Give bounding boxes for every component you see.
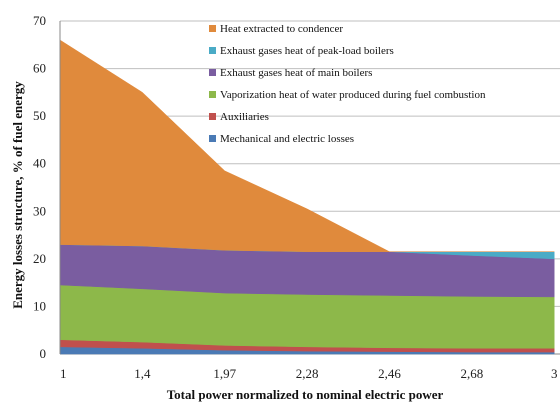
legend-swatch	[209, 69, 216, 76]
x-tick-label: 2,28	[296, 366, 319, 381]
y-tick-label: 50	[33, 108, 46, 123]
y-tick-label: 0	[40, 346, 47, 361]
x-tick-label: 1,97	[213, 366, 236, 381]
legend-swatch	[209, 135, 216, 142]
area-series-6	[59, 39, 555, 252]
legend-label: Vaporization heat of water produced duri…	[220, 89, 486, 101]
plot-area	[59, 39, 555, 355]
legend-label: Exhaust gases heat of main boilers	[220, 67, 372, 79]
legend-label: Heat extracted to condencer	[220, 23, 343, 35]
y-axis-title: Energy losses structure, % of fuel energ…	[10, 81, 25, 309]
x-tick-label: 1,4	[134, 366, 151, 381]
axes: 0 10 20 30 40 50 60 70 1 1,4 1,97 2,28 2,46 2,68 3	[33, 13, 557, 381]
legend-label: Exhaust gases heat of peak-load boilers	[220, 45, 394, 57]
y-tick-label: 10	[33, 298, 46, 313]
x-axis-title: Total power normalized to nominal electr…	[167, 387, 444, 402]
legend-swatch	[209, 47, 216, 54]
y-tick-label: 20	[33, 251, 46, 266]
legend-label: Auxiliaries	[220, 111, 269, 123]
x-tick-label: 1	[60, 366, 67, 381]
y-tick-label: 60	[33, 61, 46, 76]
x-tick-label: 3	[551, 366, 558, 381]
legend-swatch	[209, 113, 216, 120]
y-tick-label: 30	[33, 203, 46, 218]
x-tick-label: 2,46	[378, 366, 401, 381]
legend: Heat extracted to condencer Exhaust gases…	[209, 23, 486, 145]
legend-label: Mechanical and electric losses	[220, 133, 354, 145]
y-tick-label: 70	[33, 13, 46, 28]
legend-swatch	[209, 25, 216, 32]
y-tick-label: 40	[33, 156, 46, 171]
x-tick-label: 2,68	[460, 366, 483, 381]
legend-swatch	[209, 91, 216, 98]
